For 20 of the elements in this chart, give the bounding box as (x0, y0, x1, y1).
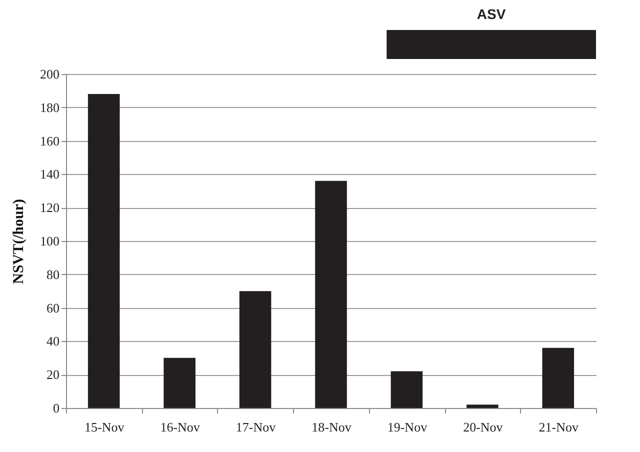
y-tick-label: 160 (40, 133, 60, 148)
x-tick-label: 18-Nov (312, 420, 352, 434)
x-tick-label: 17-Nov (236, 420, 276, 434)
y-tick-label: 40 (46, 334, 60, 349)
y-tick-label: 200 (40, 66, 60, 82)
x-tick-label: 16-Nov (160, 420, 200, 434)
y-tick-label: 80 (46, 266, 60, 282)
y-tick-label: 140 (40, 166, 60, 182)
y-axis-title: NSVT(/hour) (11, 198, 27, 284)
y-tick-label: 120 (40, 200, 60, 216)
y-tick-label: 20 (46, 367, 60, 382)
y-tick-label: 100 (40, 234, 60, 248)
y-tick-label: 0 (53, 400, 60, 416)
x-tick-label: 20-Nov (463, 420, 504, 434)
y-tick-label: 180 (40, 100, 60, 115)
x-tick-label: 21-Nov (538, 420, 579, 434)
y-tick-label: 60 (46, 300, 60, 316)
text: ASV (476, 6, 506, 22)
x-tick-label: 15-Nov (84, 420, 125, 434)
x-tick-label: 19-Nov (387, 420, 428, 434)
